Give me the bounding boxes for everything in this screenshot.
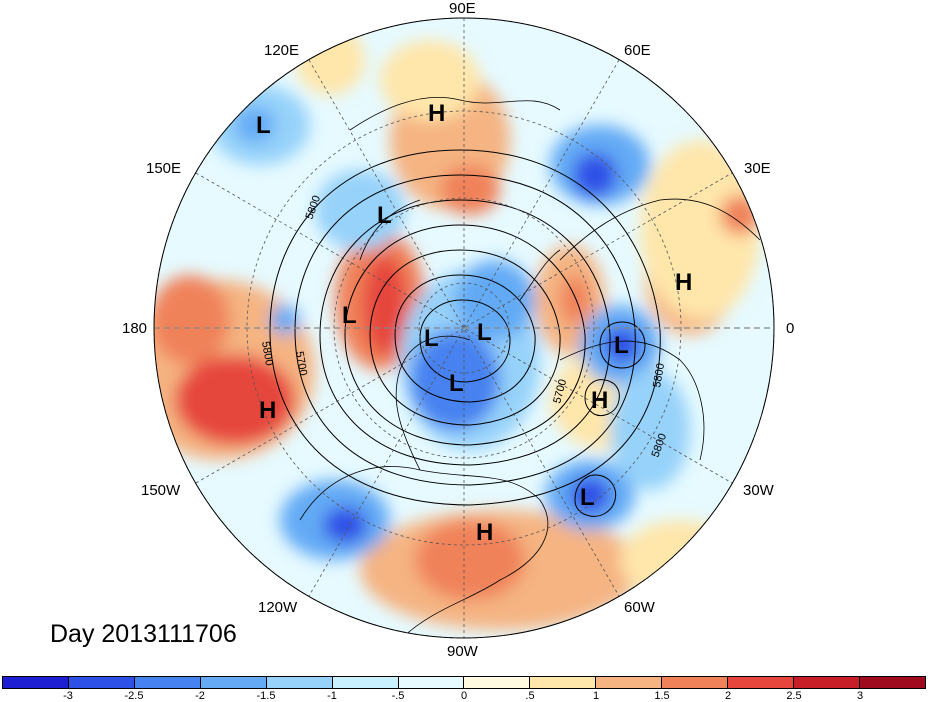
pressure-center: H (476, 519, 493, 546)
contour-label: 5800 (651, 362, 667, 388)
contour-label: 5700 (293, 350, 309, 376)
pressure-center: L (614, 332, 629, 359)
colorbar-swatch (464, 677, 531, 688)
colorbar-swatch (728, 677, 795, 688)
colorbar (2, 676, 926, 689)
longitude-label-120W: 120W (258, 599, 298, 616)
coastlines (299, 96, 761, 638)
colorbar-swatch (596, 677, 663, 688)
colorbar-swatch (794, 677, 860, 688)
colorbar-tick-label: -.5 (391, 690, 405, 702)
pressure-center: L (256, 112, 271, 139)
pressure-center: L (580, 484, 595, 511)
colorbar-tick-label: -1.5 (256, 690, 276, 702)
anomaly-field (154, 18, 774, 638)
pressure-center: H (675, 269, 692, 296)
pressure-center: L (477, 319, 492, 346)
longitude-label-30W: 30W (743, 482, 774, 499)
colorbar-swatch (266, 677, 333, 688)
pressure-center: H (428, 100, 445, 127)
pressure-center: H (259, 397, 276, 424)
longitude-label-90E: 90E (449, 0, 476, 17)
colorbar-tick-label: 0 (460, 690, 468, 702)
pressure-center: L (342, 302, 357, 329)
colorbar-tick-label: 2 (724, 690, 732, 702)
colorbar-tick-label: -3 (63, 690, 73, 702)
map-boundary (153, 17, 775, 639)
contour-label: 5800 (259, 340, 275, 366)
longitude-label-150W: 150W (141, 482, 181, 499)
colorbar-swatch (200, 677, 267, 688)
longitude-label-60W: 60W (624, 599, 655, 616)
colorbar-tick-label: -2 (195, 690, 205, 702)
colorbar-swatch (530, 677, 597, 688)
colorbar-swatch (134, 677, 201, 688)
map-title: Day 2013111706 (50, 620, 237, 648)
pressure-center: L (377, 202, 392, 229)
pressure-center: L (449, 370, 464, 397)
pressure-center: L (424, 325, 439, 352)
longitude-label-60E: 60E (624, 42, 651, 59)
longitude-label-180: 180 (122, 320, 148, 337)
colorbar-tick-label: -2.5 (124, 690, 144, 702)
longitude-label-90W: 90W (447, 643, 478, 660)
colorbar-swatch (398, 677, 465, 688)
colorbar-tick-label: -1 (327, 690, 337, 702)
colorbar-swatch (68, 677, 135, 688)
pressure-centers: L H L L L L L H H L H L H (256, 100, 692, 546)
colorbar-swatch (332, 677, 399, 688)
colorbar-tick-label: 1 (592, 690, 600, 702)
colorbar-swatch (3, 677, 69, 688)
colorbar-tick-label: .5 (525, 690, 535, 702)
colorbar-swatch (662, 677, 729, 688)
longitude-label-30E: 30E (744, 160, 771, 177)
longitude-label-150E: 150E (146, 160, 182, 177)
colorbar-tick-label: 3 (856, 690, 864, 702)
colorbar-tick-label: 2.5 (786, 690, 802, 702)
longitude-label-120E: 120E (264, 42, 300, 59)
colorbar-tick-label: 1.5 (654, 690, 670, 702)
pressure-center: H (591, 387, 608, 414)
colorbar-swatch (859, 677, 925, 688)
longitude-label-0: 0 (786, 320, 795, 337)
